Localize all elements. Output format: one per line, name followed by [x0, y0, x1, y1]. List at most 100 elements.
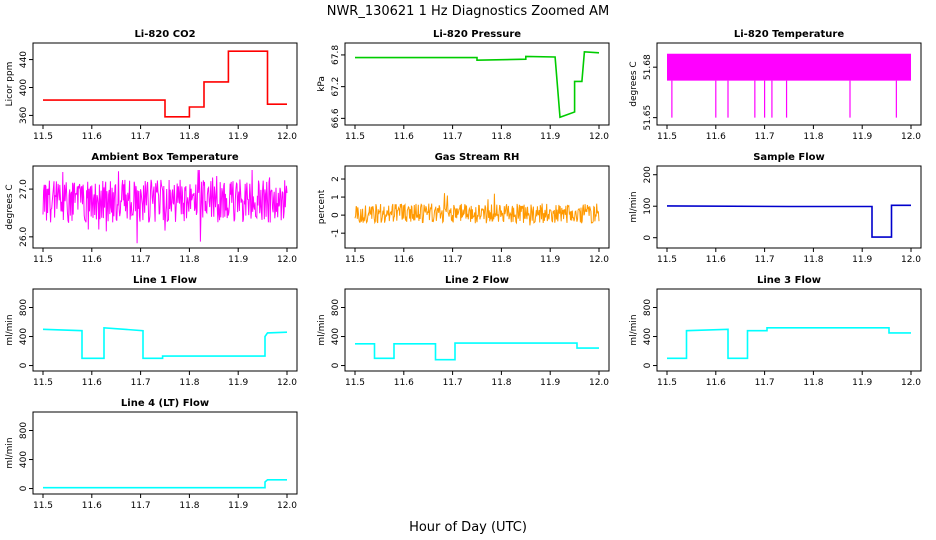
- y-tick-label: 67.8: [331, 45, 341, 65]
- chart-panel: Li-820 CO2 11.5 11.6 11.7 11.8 11.9 12.0 360 400…: [5, 29, 298, 142]
- x-tick-label: 11.5: [345, 255, 365, 265]
- y-tick-label: 0: [19, 362, 29, 368]
- y-tick-label: 0: [19, 485, 29, 491]
- plot-frame: [32, 411, 298, 495]
- x-tick-label: 11.9: [852, 255, 872, 265]
- series-line: [354, 193, 600, 226]
- chart-panel: Line 3 Flow 11.5 11.6 11.7 11.8 11.9 12.0 0 400 8…: [629, 275, 922, 388]
- plot-frame: [656, 165, 922, 249]
- y-axis-label: percent: [317, 189, 327, 224]
- x-tick-label: 12.0: [277, 132, 297, 142]
- x-tick-label: 11.6: [394, 378, 414, 388]
- chart-panel: Ambient Box Temperature 11.5 11.6 11.7 11.8 1…: [5, 152, 298, 265]
- y-tick-label: 51.68: [643, 54, 653, 80]
- x-tick-label: 11.9: [540, 132, 560, 142]
- y-tick-label: 0: [643, 235, 653, 241]
- x-tick-label: 11.6: [82, 132, 102, 142]
- panel-title: Li-820 Temperature: [734, 29, 844, 40]
- y-tick-label: 200: [643, 166, 653, 183]
- x-tick-label: 11.9: [540, 255, 560, 265]
- x-tick-label: 11.7: [755, 255, 775, 265]
- y-tick-label: 26.0: [19, 227, 29, 247]
- y-tick-label: 400: [19, 328, 29, 345]
- x-tick-label: 12.0: [277, 501, 297, 511]
- x-tick-label: 11.6: [706, 132, 726, 142]
- x-tick-label: 12.0: [901, 132, 921, 142]
- y-tick-label: 800: [331, 299, 341, 316]
- x-tick-label: 11.7: [131, 132, 151, 142]
- plot-frame: [656, 288, 922, 372]
- series-line: [43, 478, 287, 489]
- y-tick-label: 27.0: [19, 179, 29, 199]
- chart-panel: Line 1 Flow 11.5 11.6 11.7 11.8 11.9 12.0 0 400 8…: [5, 275, 298, 388]
- x-tick-label: 11.6: [82, 255, 102, 265]
- x-tick-label: 11.5: [657, 378, 677, 388]
- figure-x-axis-label: Hour of Day (UTC): [409, 520, 527, 535]
- chart-panel: Sample Flow 11.5 11.6 11.7 11.8 11.9 12.0 0 100 2…: [629, 152, 922, 265]
- x-tick-label: 11.9: [540, 378, 560, 388]
- y-tick-label: 2: [331, 176, 341, 182]
- series-line: [43, 50, 287, 118]
- series-band: [667, 53, 911, 81]
- x-tick-label: 11.8: [803, 132, 823, 142]
- x-tick-label: 11.6: [82, 378, 102, 388]
- x-tick-label: 11.9: [228, 501, 248, 511]
- plot-frame: [344, 165, 610, 249]
- plot-frame: [344, 42, 610, 126]
- x-tick-label: 12.0: [589, 255, 609, 265]
- series-line: [42, 326, 288, 360]
- panel-title: Line 2 Flow: [445, 275, 509, 286]
- series-line: [42, 169, 288, 244]
- x-tick-label: 11.7: [443, 255, 463, 265]
- panel-title: Line 3 Flow: [757, 275, 821, 286]
- y-tick-label: 0: [643, 362, 653, 368]
- plot-frame: [32, 288, 298, 372]
- x-tick-label: 11.9: [228, 255, 248, 265]
- x-tick-label: 11.8: [179, 132, 199, 142]
- x-tick-label: 11.6: [394, 255, 414, 265]
- x-tick-label: 11.8: [179, 378, 199, 388]
- x-tick-label: 11.8: [491, 255, 511, 265]
- y-axis-label: ml/min: [317, 314, 327, 345]
- x-tick-label: 11.5: [345, 132, 365, 142]
- y-tick-label: 100: [643, 197, 653, 214]
- x-tick-label: 11.5: [33, 378, 53, 388]
- y-tick-label: 66.6: [331, 108, 341, 128]
- x-tick-label: 11.5: [657, 132, 677, 142]
- x-tick-label: 11.7: [443, 378, 463, 388]
- y-axis-label: degrees C: [5, 184, 15, 229]
- panel-title: Ambient Box Temperature: [91, 152, 238, 163]
- x-tick-label: 11.6: [706, 378, 726, 388]
- y-tick-label: 400: [19, 79, 29, 96]
- x-tick-label: 12.0: [901, 378, 921, 388]
- x-tick-label: 12.0: [589, 132, 609, 142]
- panel-title: Li-820 CO2: [134, 29, 195, 40]
- x-tick-label: 12.0: [277, 255, 297, 265]
- x-tick-label: 12.0: [901, 255, 921, 265]
- figure-title: NWR_130621 1 Hz Diagnostics Zoomed AM: [327, 4, 610, 19]
- y-tick-label: 360: [19, 107, 29, 124]
- y-tick-label: 1: [331, 194, 341, 200]
- y-tick-label: 51.65: [643, 105, 653, 131]
- x-tick-label: 11.7: [131, 255, 151, 265]
- x-tick-label: 11.8: [803, 378, 823, 388]
- series-line: [355, 342, 599, 361]
- x-tick-label: 11.8: [803, 255, 823, 265]
- plot-frame: [344, 288, 610, 372]
- x-tick-label: 11.9: [228, 132, 248, 142]
- x-tick-label: 11.6: [706, 255, 726, 265]
- y-tick-label: 400: [19, 451, 29, 468]
- x-tick-label: 11.8: [179, 255, 199, 265]
- y-axis-label: ml/min: [5, 314, 15, 345]
- panel-title: Gas Stream RH: [435, 152, 520, 163]
- y-axis-label: degrees C: [629, 61, 639, 106]
- y-axis-label: ml/min: [629, 314, 639, 345]
- x-tick-label: 11.7: [443, 132, 463, 142]
- x-tick-label: 11.5: [657, 255, 677, 265]
- x-tick-label: 11.9: [228, 378, 248, 388]
- y-tick-label: -1: [331, 229, 341, 238]
- x-tick-label: 11.9: [852, 378, 872, 388]
- x-tick-label: 12.0: [277, 378, 297, 388]
- plot-frame: [656, 42, 922, 126]
- x-tick-label: 11.6: [82, 501, 102, 511]
